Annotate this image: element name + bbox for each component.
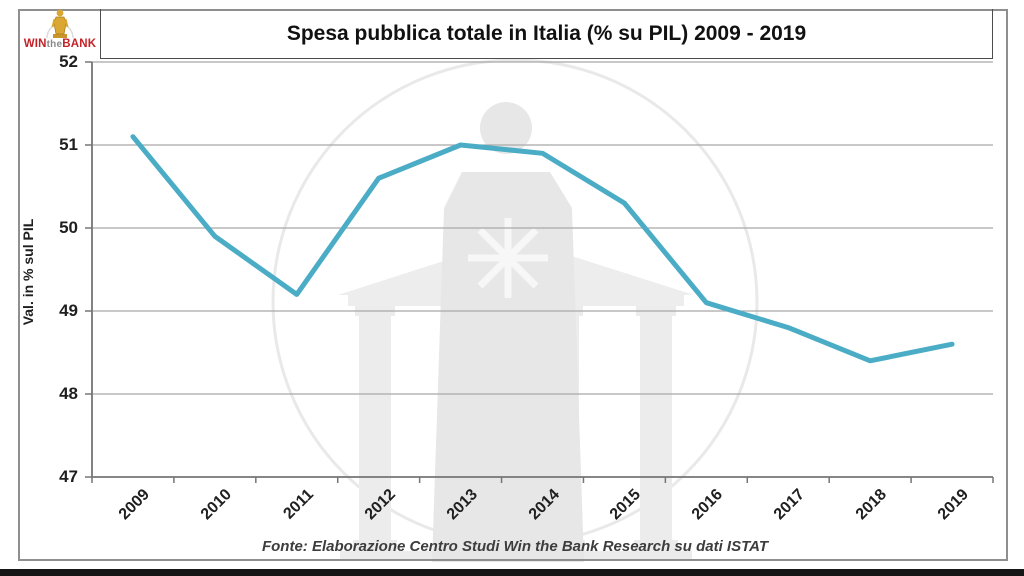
logo-text: WINtheBANK (16, 38, 104, 50)
source-note: Fonte: Elaborazione Centro Studi Win the… (261, 538, 769, 555)
y-axis-title: Val. in % sul PIL (20, 218, 36, 326)
y-tick-label: 47 (59, 467, 78, 486)
gridlines (92, 61, 993, 395)
bottom-bar (0, 569, 1024, 576)
logo: WINtheBANK (16, 7, 104, 55)
y-tick-label: 52 (59, 52, 78, 71)
watermark-icon (271, 58, 759, 562)
logo-text-bank: BANK (62, 38, 97, 50)
data-line-series (130, 134, 955, 364)
axes (85, 61, 994, 483)
y-tick-label: 49 (59, 301, 78, 320)
chart-title: Spesa pubblica totale in Italia (% su PI… (286, 22, 807, 45)
logo-text-the: the (46, 39, 63, 50)
y-tick-label: 50 (59, 218, 78, 237)
y-tick-label: 48 (59, 384, 78, 403)
watermark-star (468, 218, 548, 298)
title-box: Spesa pubblica totale in Italia (% su PI… (100, 9, 993, 59)
y-tick-label: 51 (59, 135, 78, 154)
logo-statue-icon (46, 9, 74, 39)
logo-text-win: WIN (23, 38, 47, 50)
